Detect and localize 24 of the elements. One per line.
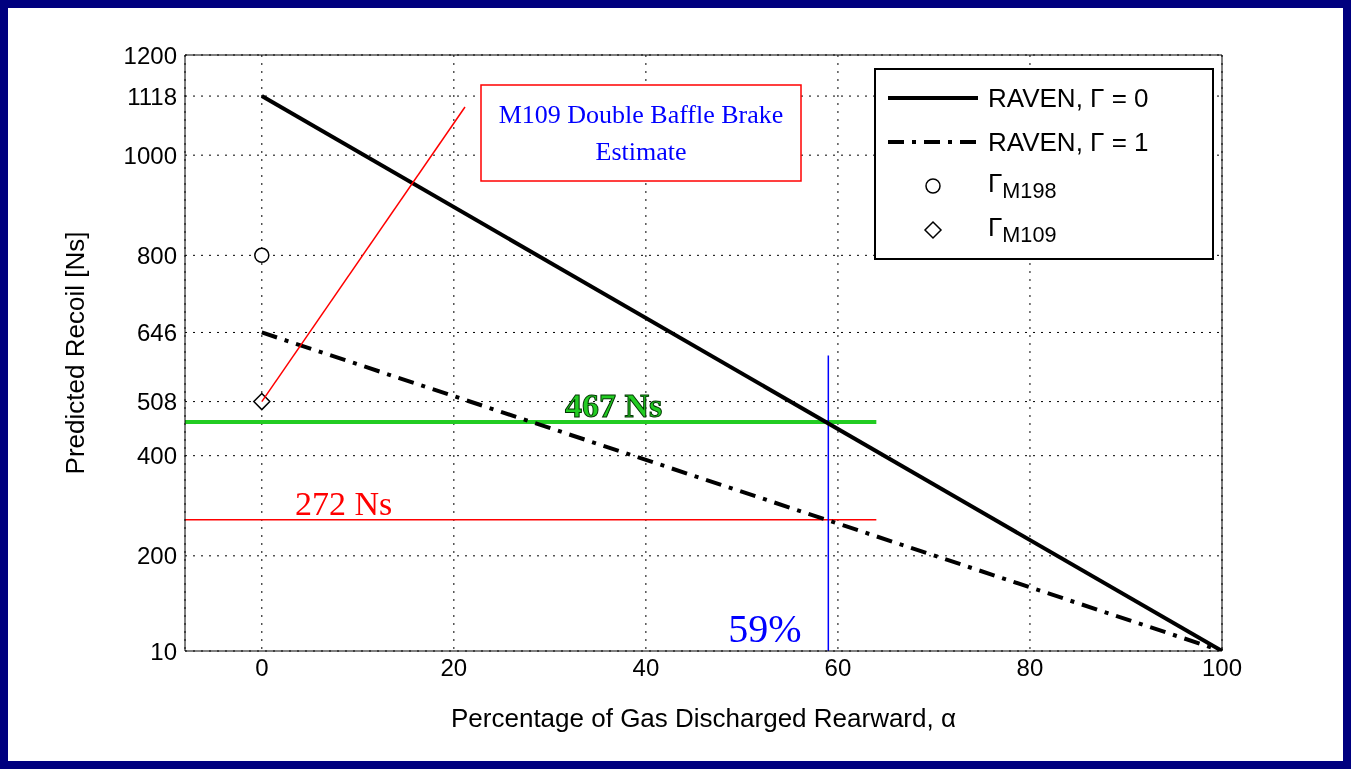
ref-line-label: 272 Ns <box>295 484 393 522</box>
y-tick-label: 800 <box>136 241 177 269</box>
y-tick-label: 200 <box>136 542 177 570</box>
legend-label: RAVEN, Γ = 0 <box>988 82 1149 114</box>
y-tick-label: 646 <box>136 318 177 346</box>
y-tick-label: 1118 <box>127 82 177 110</box>
x-axis-title: Percentage of Gas Discharged Rearward, α <box>451 703 956 733</box>
y-tick-label: 508 <box>136 388 177 416</box>
y-tick-label: 400 <box>136 442 177 470</box>
legend-label: Γ$_{M109}$ <box>988 211 1057 249</box>
y-tick-label: 10 <box>150 637 177 665</box>
x-tick-label: 80 <box>1016 654 1044 682</box>
x-tick-label: 60 <box>824 654 852 682</box>
legend-label: RAVEN, Γ = 1 <box>988 126 1149 158</box>
x-tick-label: 0 <box>255 654 269 682</box>
ref-line-label: 59% <box>728 606 802 651</box>
x-tick-label: 40 <box>632 654 660 682</box>
y-axis-title: Predicted Recoil [Ns] <box>60 231 91 475</box>
annotation: M109 Double Baffle Brake Estimate <box>498 100 784 166</box>
legend-label: Γ$_{M198}$ <box>988 167 1057 205</box>
y-tick-label: 1200 <box>123 41 177 69</box>
y-tick-label: 1000 <box>123 141 177 169</box>
x-tick-label: 20 <box>440 654 468 682</box>
x-tick-label: 100 <box>1201 654 1243 682</box>
